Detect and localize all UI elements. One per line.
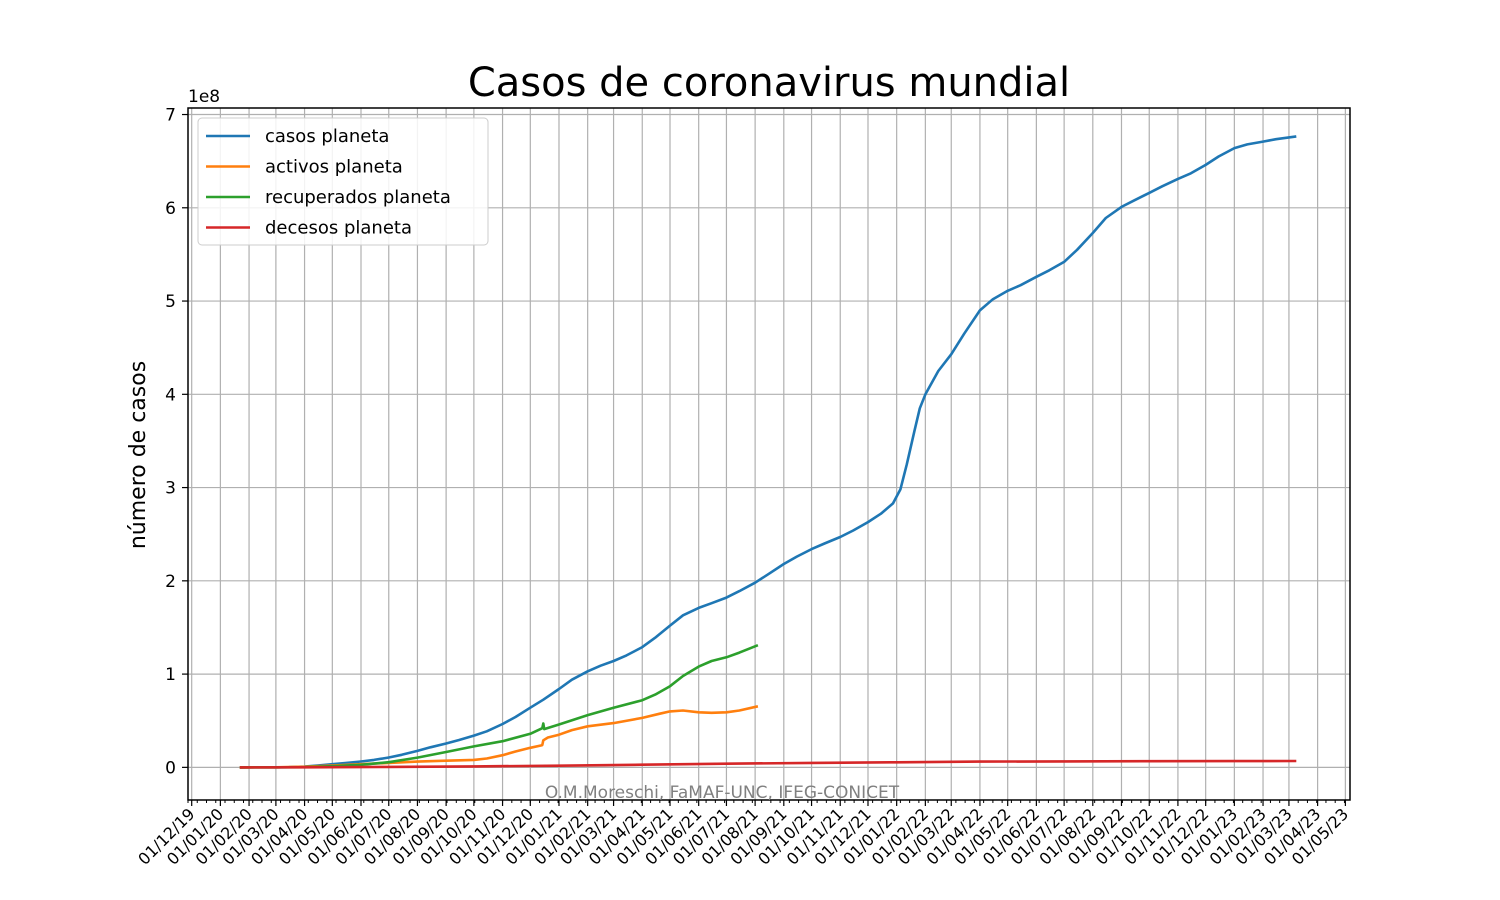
y-tick-label: 0 [165, 758, 176, 778]
y-tick-label: 1 [165, 665, 176, 685]
series-lines [239, 135, 1297, 769]
legend-box [197, 117, 489, 246]
plot-frame [187, 107, 1351, 801]
y-tick-label: 4 [165, 385, 176, 405]
series-line-decesos-planeta [239, 759, 1297, 769]
series-line-recuperados-planeta [239, 643, 759, 769]
y-offset-label: 1e8 [188, 87, 220, 107]
chart-title: Casos de coronavirus mundial [468, 60, 1070, 106]
watermark-annotation: O.M.Moreschi, FaMAF-UNC, IFEG-CONICET [545, 783, 900, 803]
y-tick-label: 3 [165, 479, 176, 499]
legend-label: casos planeta [265, 126, 389, 147]
y-tick-label: 7 [165, 106, 176, 126]
legend-label: activos planeta [265, 157, 403, 178]
legend: casos planeta activos planeta recuperados … [197, 117, 489, 246]
legend-label: decesos planeta [265, 218, 412, 239]
legend-label: recuperados planeta [265, 187, 451, 208]
y-tick-label: 6 [165, 199, 176, 219]
series-line-activos-planeta [239, 705, 759, 769]
y-axis: 0 1 2 3 4 5 6 7 [165, 106, 188, 778]
y-axis-label: número de casos [126, 361, 151, 549]
x-axis: 01/12/1901/01/2001/02/2001/03/2001/04/20… [134, 800, 1352, 869]
y-tick-label: 5 [165, 292, 176, 312]
series-line-casos-planeta [239, 135, 1297, 769]
y-tick-label: 2 [165, 572, 176, 592]
